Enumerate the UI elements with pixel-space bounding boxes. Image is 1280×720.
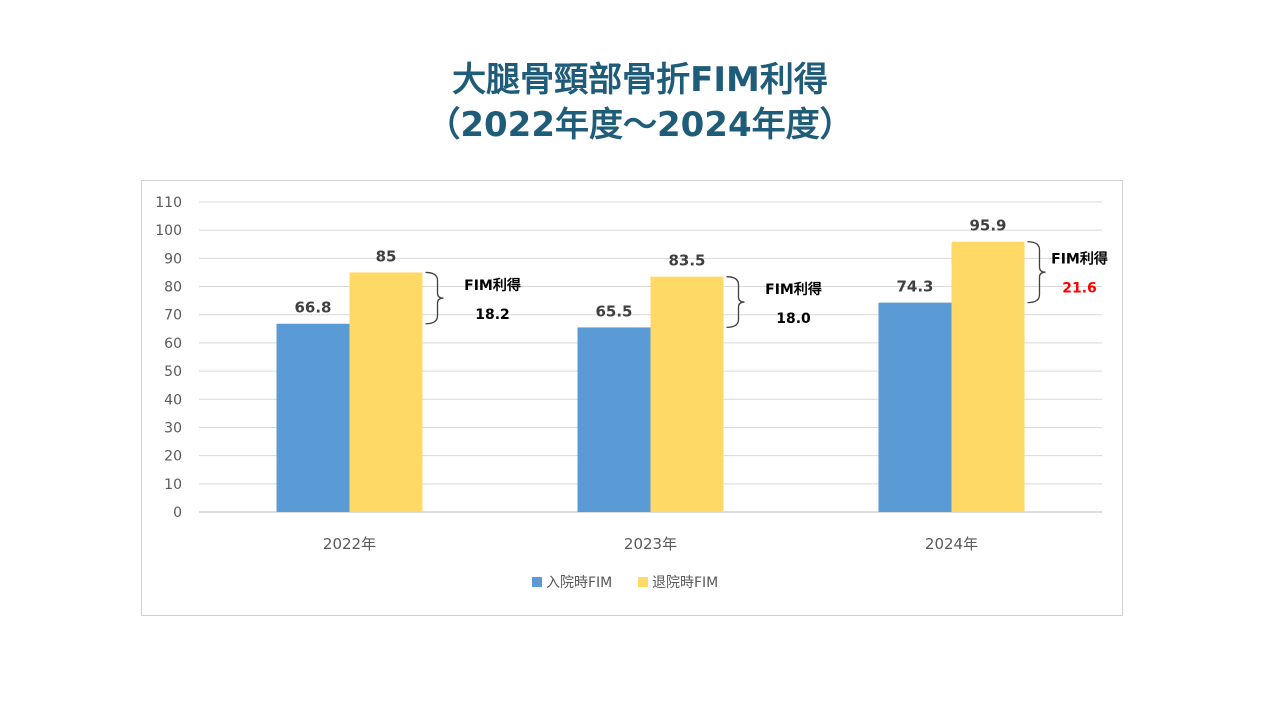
fim-gain-bracket — [425, 271, 444, 325]
y-tick-label: 70 — [164, 308, 182, 324]
fim-gain-label: FIM利得 — [464, 277, 521, 294]
legend-label: 退院時FIM — [652, 575, 718, 591]
bar-admission — [276, 323, 350, 512]
fim-gain-bracket — [726, 276, 745, 329]
fim-gain-value: 18.0 — [776, 311, 811, 327]
data-label: 65.5 — [595, 302, 632, 320]
data-label: 95.9 — [969, 217, 1006, 235]
y-tick-label: 100 — [155, 223, 182, 239]
y-tick-label: 10 — [164, 477, 182, 493]
fim-gain-bracket — [1027, 241, 1046, 304]
y-tick-label: 40 — [164, 392, 182, 408]
legend-swatch — [638, 577, 648, 587]
bar-discharge — [650, 276, 724, 512]
fim-gain-value: 18.2 — [475, 307, 510, 323]
data-label: 83.5 — [668, 252, 705, 270]
y-tick-label: 50 — [164, 364, 182, 380]
fim-gain-label: FIM利得 — [765, 281, 822, 298]
chart-subtitle: （2022年度～2024年度） — [426, 105, 854, 145]
y-tick-label: 90 — [164, 251, 182, 267]
fim-gain-label: FIM利得 — [1051, 251, 1108, 268]
y-tick-label: 110 — [155, 195, 182, 211]
data-label: 66.8 — [294, 299, 331, 317]
x-tick-label: 2023年 — [624, 535, 677, 553]
x-tick-label: 2024年 — [925, 535, 978, 553]
bar-discharge — [951, 241, 1025, 512]
data-label: 74.3 — [896, 278, 933, 296]
chart-area: 0 10 20 30 40 50 60 70 80 90 100 110 66.8 85 2022年 FIM利… — [141, 180, 1123, 616]
y-tick-label: 80 — [164, 280, 182, 296]
bar-admission — [878, 302, 952, 512]
y-tick-label: 60 — [164, 336, 182, 352]
fim-gain-value: 21.6 — [1062, 281, 1097, 297]
bar-discharge — [349, 272, 423, 512]
bar-chart: 0 10 20 30 40 50 60 70 80 90 100 110 66.8 85 2022年 FIM利… — [155, 195, 1108, 591]
y-tick-label: 30 — [164, 420, 182, 436]
x-tick-label: 2022年 — [323, 535, 376, 553]
data-label: 85 — [376, 247, 397, 265]
legend-swatch — [532, 577, 542, 587]
y-tick-label: 20 — [164, 449, 182, 465]
bar-admission — [577, 327, 651, 512]
chart-title: 大腿骨頸部骨折FIM利得 — [452, 60, 828, 100]
legend-label: 入院時FIM — [546, 575, 612, 591]
y-tick-label: 0 — [173, 505, 182, 521]
